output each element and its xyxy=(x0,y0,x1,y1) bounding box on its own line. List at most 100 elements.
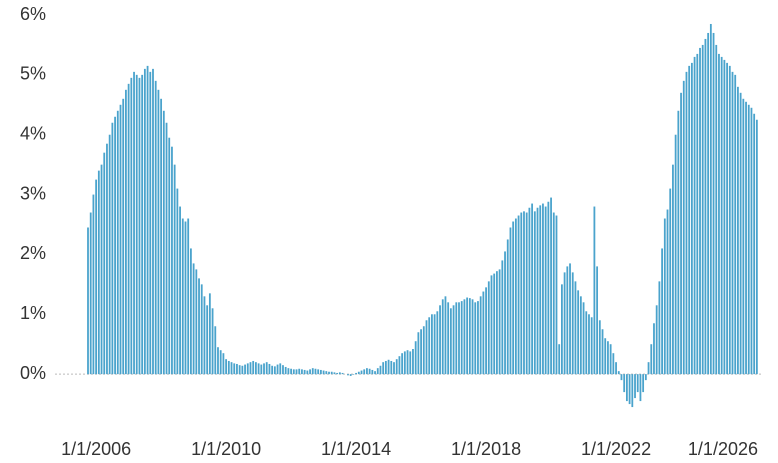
bar xyxy=(168,137,171,375)
bar xyxy=(225,359,228,375)
bar xyxy=(309,369,311,375)
bar xyxy=(420,329,422,375)
bar xyxy=(642,374,645,393)
bar xyxy=(401,353,404,375)
bar xyxy=(612,353,615,375)
bar xyxy=(133,71,135,375)
bar xyxy=(552,212,555,375)
bar xyxy=(108,134,111,375)
bar xyxy=(393,362,395,375)
bar xyxy=(219,350,222,375)
bar xyxy=(715,44,718,375)
bar xyxy=(474,302,477,375)
bar xyxy=(672,164,674,375)
bar xyxy=(154,80,157,375)
bar xyxy=(452,305,455,375)
bar xyxy=(650,344,653,375)
bar xyxy=(525,212,528,375)
bar xyxy=(639,374,642,402)
bar xyxy=(135,74,138,375)
bar xyxy=(582,302,585,375)
x-tick-label: 1/1/2010 xyxy=(191,439,261,459)
bar xyxy=(311,368,314,375)
bar xyxy=(604,338,607,375)
bar xyxy=(379,365,382,375)
bar xyxy=(376,368,379,375)
bar xyxy=(181,218,184,375)
bar xyxy=(200,284,203,375)
bar xyxy=(628,374,631,405)
bar xyxy=(390,360,393,375)
bar xyxy=(414,341,417,375)
bar xyxy=(528,207,531,375)
bar xyxy=(328,371,330,375)
bar xyxy=(260,364,263,375)
bar xyxy=(138,77,141,375)
bar xyxy=(726,62,728,375)
bar xyxy=(374,371,376,375)
bar xyxy=(593,206,596,375)
bar xyxy=(366,368,368,375)
bar xyxy=(669,188,672,375)
bar xyxy=(122,98,125,375)
bar xyxy=(707,32,710,375)
bar xyxy=(317,369,320,375)
bar xyxy=(542,203,544,375)
bar xyxy=(485,287,487,375)
bar xyxy=(271,365,274,375)
y-tick-label: 0% xyxy=(20,363,46,383)
bar xyxy=(230,362,233,375)
bar xyxy=(590,317,593,375)
bar xyxy=(254,362,257,375)
bar xyxy=(95,179,98,375)
bar xyxy=(336,372,339,375)
bar xyxy=(257,363,260,375)
x-tick-label: 1/1/2022 xyxy=(581,439,651,459)
bar xyxy=(100,164,103,375)
bar xyxy=(680,92,682,375)
bar xyxy=(403,351,406,375)
bar xyxy=(409,351,412,375)
bar xyxy=(412,349,414,375)
bar xyxy=(493,273,496,375)
bar xyxy=(634,374,636,399)
bar xyxy=(547,201,550,375)
bar xyxy=(677,110,680,375)
bar xyxy=(227,360,230,375)
bar xyxy=(712,32,715,375)
bar xyxy=(301,369,303,375)
bar xyxy=(176,188,179,375)
bar xyxy=(306,370,309,375)
bar xyxy=(162,110,165,375)
bar xyxy=(701,44,704,375)
bar xyxy=(114,116,116,375)
bar xyxy=(208,293,211,375)
bar xyxy=(734,74,737,375)
bar xyxy=(103,152,106,375)
bar xyxy=(571,272,574,375)
bar xyxy=(236,363,238,375)
bar xyxy=(357,371,360,375)
bar xyxy=(190,248,192,375)
bar xyxy=(436,311,439,375)
bar xyxy=(165,122,168,375)
x-tick-label: 1/1/2006 xyxy=(61,439,131,459)
bar xyxy=(636,374,639,393)
x-tick-label: 1/1/2018 xyxy=(451,439,521,459)
bar xyxy=(539,205,542,375)
bar xyxy=(298,368,301,375)
bar xyxy=(558,344,561,375)
bar xyxy=(709,23,712,375)
bar xyxy=(504,251,506,375)
bar xyxy=(536,207,539,375)
bar xyxy=(728,65,731,375)
bar xyxy=(179,206,181,375)
bar xyxy=(533,211,536,375)
bar xyxy=(623,374,626,393)
bar xyxy=(506,239,509,375)
bar xyxy=(512,221,515,375)
bar xyxy=(685,71,688,375)
bar xyxy=(341,372,344,375)
bar xyxy=(338,372,341,375)
bar xyxy=(160,98,163,375)
